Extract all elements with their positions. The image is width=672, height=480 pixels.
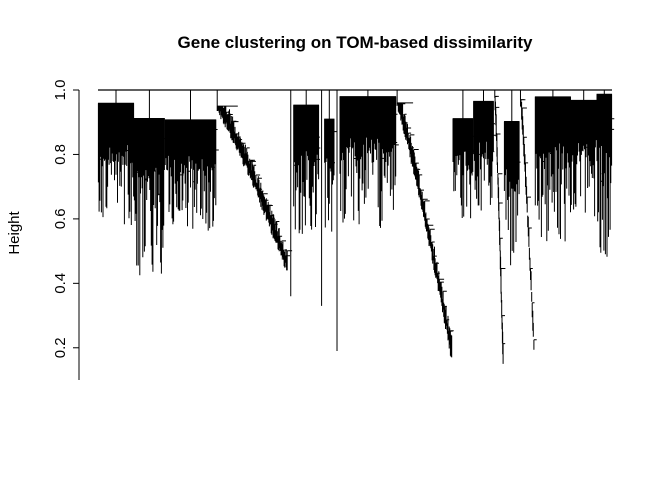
dendrogram-cluster-15 [503,90,521,266]
dendrogram-cluster-8 [324,90,338,232]
y-tick-label: 0.4 [52,273,69,294]
dendrogram-cluster-6 [293,90,321,234]
dendrogram-cluster-3 [164,90,219,231]
dendrogram-cluster-18 [570,90,600,217]
y-axis-label: Height [6,210,23,254]
dendrogram-cluster-4 [216,90,293,271]
dendrogram-cluster-2 [133,90,168,276]
dendrogram-cluster-13 [473,90,498,211]
dendrogram-cluster-12 [452,90,475,219]
dendrogram-cluster-1 [97,90,135,225]
dendrogram-cluster-16 [519,90,537,350]
y-tick-label: 0.2 [52,337,69,358]
dendrogram-cluster-11 [396,90,454,358]
dendrogram-cluster-10 [339,90,399,228]
y-axis: 0.2 0.4 0.6 0.8 1.0 [52,80,80,380]
y-tick-label: 1.0 [52,80,69,101]
dendrogram-branches [97,89,615,364]
dendrogram-cluster-14 [494,90,506,364]
dendrogram-cluster-19 [596,90,615,257]
y-tick-label: 0.6 [52,208,69,229]
dendrogram-cluster-17 [534,90,574,242]
y-tick-label: 0.8 [52,144,69,165]
chart-title: Gene clustering on TOM-based dissimilari… [178,33,533,52]
